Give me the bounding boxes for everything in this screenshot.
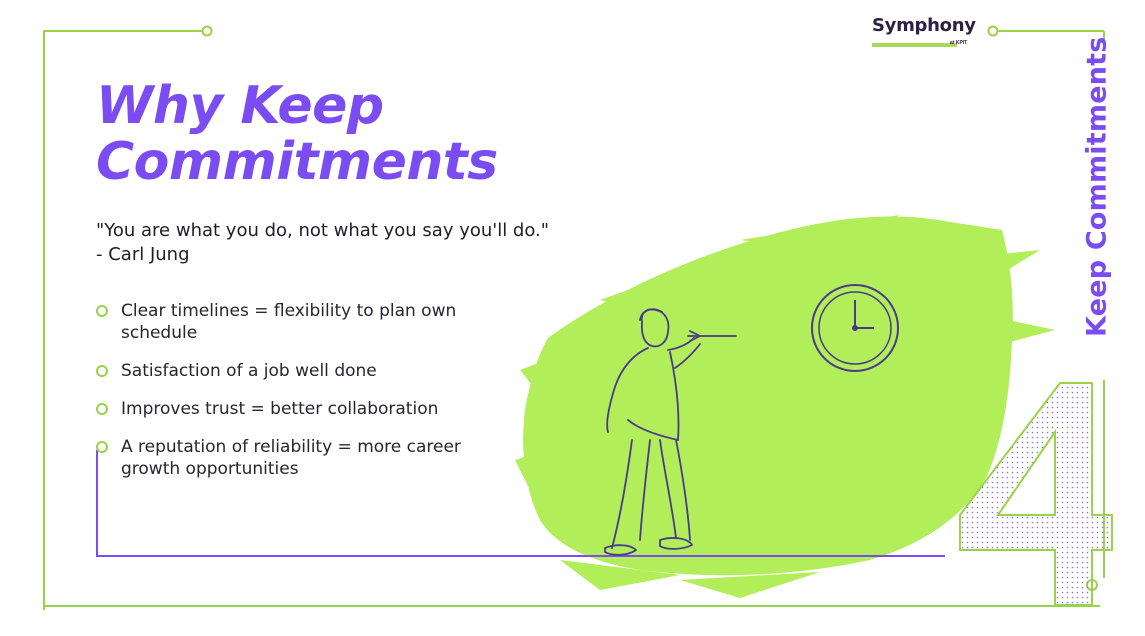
side-label-text: Keep Commitments	[1081, 36, 1113, 337]
list-item: Improves trust = better collaboration	[96, 398, 516, 420]
list-item-text: Improves trust = better collaboration	[121, 399, 439, 419]
logo-subtext: at KPIT	[950, 40, 968, 46]
quote-text: "You are what you do, not what you say y…	[96, 220, 550, 241]
dart-thrower-illustration	[604, 308, 737, 556]
list-item-text: A reputation of reliability = more caree…	[121, 437, 461, 479]
list-item: Satisfaction of a job well done	[96, 360, 516, 382]
list-item: A reputation of reliability = more caree…	[96, 436, 516, 480]
list-item: Clear timelines = flexibility to plan ow…	[96, 300, 516, 344]
title-line-1: Why Keep	[96, 76, 384, 136]
quote-author: - Carl Jung	[96, 244, 190, 265]
big-number-four	[959, 382, 1113, 606]
bullet-ring-icon	[96, 365, 108, 377]
slide-title: Why Keep Commitments	[96, 78, 498, 190]
benefit-list: Clear timelines = flexibility to plan ow…	[96, 300, 516, 496]
side-label: Keep Commitments	[1072, 37, 1122, 378]
bullet-ring-icon	[96, 305, 108, 317]
list-item-text: Satisfaction of a job well done	[121, 361, 377, 381]
bullet-ring-icon	[96, 441, 108, 453]
purple-connector	[96, 450, 945, 557]
logo-underline	[872, 43, 957, 47]
title-line-2: Commitments	[96, 132, 498, 192]
bullet-ring-icon	[96, 403, 108, 415]
quote-block: "You are what you do, not what you say y…	[96, 219, 549, 267]
brand-logo: Symphony at KPIT	[872, 15, 982, 47]
list-item-text: Clear timelines = flexibility to plan ow…	[121, 301, 457, 343]
clock-icon	[811, 284, 899, 372]
logo-wordmark: Symphony	[872, 15, 976, 36]
